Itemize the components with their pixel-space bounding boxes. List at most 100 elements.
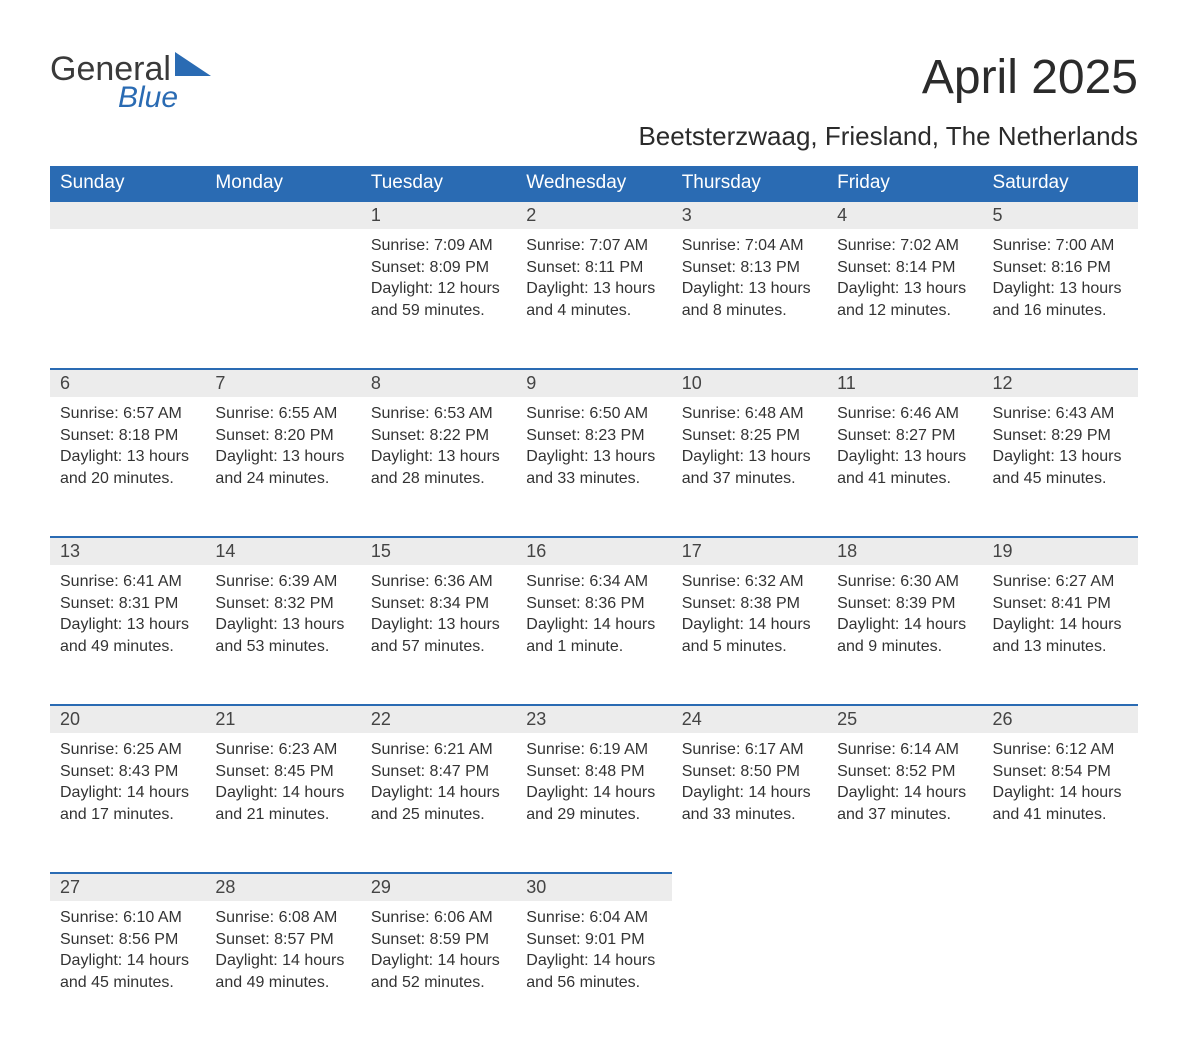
daylight-text: and 25 minutes. bbox=[371, 804, 506, 826]
day-cell: Sunrise: 6:50 AMSunset: 8:23 PMDaylight:… bbox=[516, 397, 671, 537]
day-number: 25 bbox=[827, 705, 982, 733]
day-number: 11 bbox=[827, 369, 982, 397]
daylight-text: Daylight: 13 hours bbox=[526, 278, 661, 300]
daylight-text: Daylight: 13 hours bbox=[526, 446, 661, 468]
daylight-text: and 53 minutes. bbox=[215, 636, 350, 658]
day-cell: Sunrise: 6:06 AMSunset: 8:59 PMDaylight:… bbox=[361, 901, 516, 1041]
daylight-text: Daylight: 14 hours bbox=[526, 782, 661, 804]
sunrise-text: Sunrise: 7:09 AM bbox=[371, 235, 506, 257]
daylight-text: and 49 minutes. bbox=[215, 972, 350, 994]
daylight-text: Daylight: 14 hours bbox=[60, 782, 195, 804]
daylight-text: and 9 minutes. bbox=[837, 636, 972, 658]
daylight-text: and 59 minutes. bbox=[371, 300, 506, 322]
day-cell: Sunrise: 6:04 AMSunset: 9:01 PMDaylight:… bbox=[516, 901, 671, 1041]
sunrise-text: Sunrise: 6:25 AM bbox=[60, 739, 195, 761]
location-subtitle: Beetsterzwaag, Friesland, The Netherland… bbox=[50, 121, 1138, 152]
day-cell: Sunrise: 6:17 AMSunset: 8:50 PMDaylight:… bbox=[672, 733, 827, 873]
day-number: 10 bbox=[672, 369, 827, 397]
day-number: 29 bbox=[361, 873, 516, 901]
day-number: 3 bbox=[672, 201, 827, 229]
daylight-text: and 41 minutes. bbox=[837, 468, 972, 490]
day-cell: Sunrise: 7:09 AMSunset: 8:09 PMDaylight:… bbox=[361, 229, 516, 369]
week-daynum-row: 13141516171819 bbox=[50, 537, 1138, 565]
col-friday: Friday bbox=[827, 166, 982, 201]
daylight-text: and 37 minutes. bbox=[682, 468, 817, 490]
day-number: 28 bbox=[205, 873, 360, 901]
sunset-text: Sunset: 8:38 PM bbox=[682, 593, 817, 615]
day-number: 15 bbox=[361, 537, 516, 565]
daylight-text: and 57 minutes. bbox=[371, 636, 506, 658]
day-cell: Sunrise: 6:53 AMSunset: 8:22 PMDaylight:… bbox=[361, 397, 516, 537]
sunset-text: Sunset: 8:09 PM bbox=[371, 257, 506, 279]
col-thursday: Thursday bbox=[672, 166, 827, 201]
day-number: 16 bbox=[516, 537, 671, 565]
sunrise-text: Sunrise: 6:12 AM bbox=[993, 739, 1128, 761]
daylight-text: Daylight: 14 hours bbox=[993, 782, 1128, 804]
sunset-text: Sunset: 8:45 PM bbox=[215, 761, 350, 783]
sunrise-text: Sunrise: 6:32 AM bbox=[682, 571, 817, 593]
daylight-text: Daylight: 14 hours bbox=[682, 782, 817, 804]
daylight-text: Daylight: 14 hours bbox=[682, 614, 817, 636]
sunset-text: Sunset: 8:25 PM bbox=[682, 425, 817, 447]
day-cell: Sunrise: 6:08 AMSunset: 8:57 PMDaylight:… bbox=[205, 901, 360, 1041]
sunrise-text: Sunrise: 7:04 AM bbox=[682, 235, 817, 257]
week-daynum-row: 6789101112 bbox=[50, 369, 1138, 397]
week-daynum-row: 27282930 bbox=[50, 873, 1138, 901]
sunrise-text: Sunrise: 6:34 AM bbox=[526, 571, 661, 593]
week-content-row: Sunrise: 6:57 AMSunset: 8:18 PMDaylight:… bbox=[50, 397, 1138, 537]
daylight-text: Daylight: 13 hours bbox=[60, 614, 195, 636]
day-number: 30 bbox=[516, 873, 671, 901]
brand-text-block: General Blue bbox=[50, 50, 211, 115]
day-number: 27 bbox=[50, 873, 205, 901]
day-number: 13 bbox=[50, 537, 205, 565]
sunset-text: Sunset: 8:54 PM bbox=[993, 761, 1128, 783]
daylight-text: Daylight: 14 hours bbox=[837, 614, 972, 636]
daylight-text: Daylight: 14 hours bbox=[371, 950, 506, 972]
daylight-text: and 20 minutes. bbox=[60, 468, 195, 490]
day-number: 7 bbox=[205, 369, 360, 397]
sunset-text: Sunset: 8:18 PM bbox=[60, 425, 195, 447]
daylight-text: and 24 minutes. bbox=[215, 468, 350, 490]
calendar-table: Sunday Monday Tuesday Wednesday Thursday… bbox=[50, 166, 1138, 1041]
empty-cell bbox=[205, 229, 360, 369]
daylight-text: and 21 minutes. bbox=[215, 804, 350, 826]
sunset-text: Sunset: 8:56 PM bbox=[60, 929, 195, 951]
day-number: 17 bbox=[672, 537, 827, 565]
daylight-text: and 29 minutes. bbox=[526, 804, 661, 826]
sunrise-text: Sunrise: 7:02 AM bbox=[837, 235, 972, 257]
sunrise-text: Sunrise: 6:43 AM bbox=[993, 403, 1128, 425]
day-number: 21 bbox=[205, 705, 360, 733]
sunrise-text: Sunrise: 6:17 AM bbox=[682, 739, 817, 761]
daylight-text: Daylight: 14 hours bbox=[215, 782, 350, 804]
day-number: 8 bbox=[361, 369, 516, 397]
day-cell: Sunrise: 6:34 AMSunset: 8:36 PMDaylight:… bbox=[516, 565, 671, 705]
daylight-text: Daylight: 12 hours bbox=[371, 278, 506, 300]
day-cell: Sunrise: 6:27 AMSunset: 8:41 PMDaylight:… bbox=[983, 565, 1138, 705]
day-cell: Sunrise: 6:41 AMSunset: 8:31 PMDaylight:… bbox=[50, 565, 205, 705]
daylight-text: and 45 minutes. bbox=[993, 468, 1128, 490]
day-cell: Sunrise: 6:25 AMSunset: 8:43 PMDaylight:… bbox=[50, 733, 205, 873]
day-cell: Sunrise: 6:14 AMSunset: 8:52 PMDaylight:… bbox=[827, 733, 982, 873]
day-cell: Sunrise: 6:36 AMSunset: 8:34 PMDaylight:… bbox=[361, 565, 516, 705]
day-cell: Sunrise: 6:46 AMSunset: 8:27 PMDaylight:… bbox=[827, 397, 982, 537]
daylight-text: and 56 minutes. bbox=[526, 972, 661, 994]
sunset-text: Sunset: 8:36 PM bbox=[526, 593, 661, 615]
day-cell: Sunrise: 6:12 AMSunset: 8:54 PMDaylight:… bbox=[983, 733, 1138, 873]
week-content-row: Sunrise: 6:10 AMSunset: 8:56 PMDaylight:… bbox=[50, 901, 1138, 1041]
empty-daynum bbox=[983, 873, 1138, 901]
daylight-text: and 45 minutes. bbox=[60, 972, 195, 994]
sunrise-text: Sunrise: 6:53 AM bbox=[371, 403, 506, 425]
empty-daynum bbox=[827, 873, 982, 901]
daylight-text: and 1 minute. bbox=[526, 636, 661, 658]
daylight-text: and 5 minutes. bbox=[682, 636, 817, 658]
sunset-text: Sunset: 8:29 PM bbox=[993, 425, 1128, 447]
sail-icon bbox=[175, 52, 211, 76]
daylight-text: Daylight: 13 hours bbox=[837, 446, 972, 468]
empty-cell bbox=[983, 901, 1138, 1041]
daylight-text: and 17 minutes. bbox=[60, 804, 195, 826]
sunset-text: Sunset: 8:57 PM bbox=[215, 929, 350, 951]
day-cell: Sunrise: 6:55 AMSunset: 8:20 PMDaylight:… bbox=[205, 397, 360, 537]
day-number: 23 bbox=[516, 705, 671, 733]
week-daynum-row: 20212223242526 bbox=[50, 705, 1138, 733]
empty-cell bbox=[827, 901, 982, 1041]
